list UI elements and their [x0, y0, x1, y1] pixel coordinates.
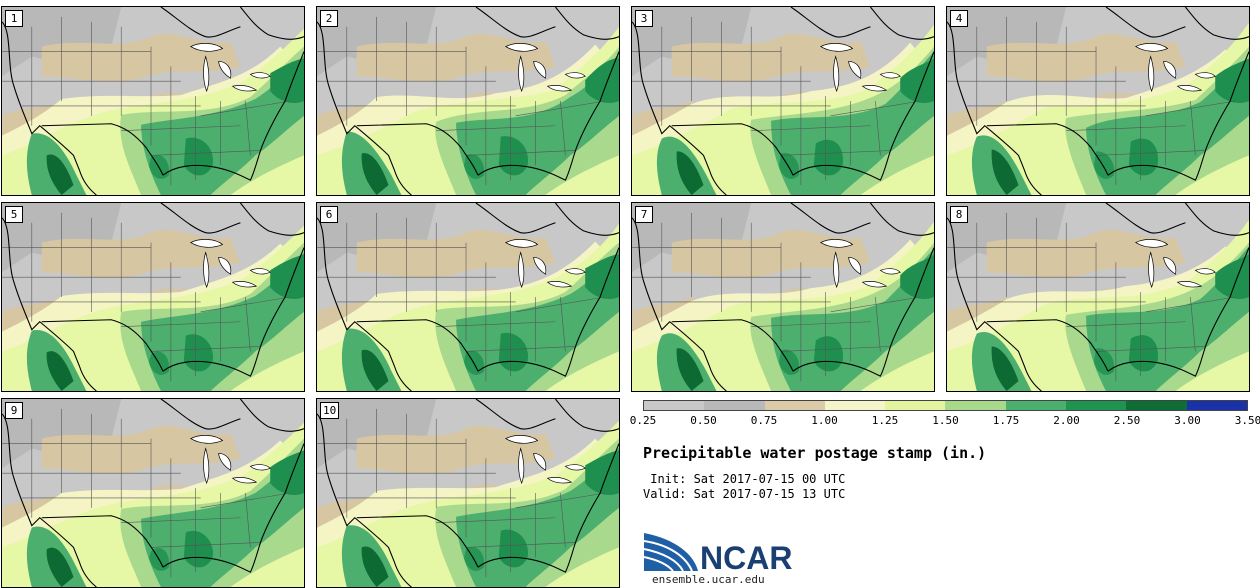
- ensemble-member-panel: 1: [1, 6, 305, 196]
- colorbar-tick-label: 3.50: [1234, 414, 1260, 427]
- member-number-label: 5: [5, 206, 23, 223]
- colorbar-labels: 0.25 0.50 0.75 1.00 1.25 1.50 1.75 2.00 2.50 3.00…: [629, 414, 1260, 428]
- colorbar-segment: [704, 401, 765, 410]
- ensemble-member-panel: 2: [316, 6, 620, 196]
- ncar-logo-text: NCAR: [700, 540, 793, 576]
- colorbar-segment: [945, 401, 1006, 410]
- valid-time: Valid: Sat 2017-07-15 13 UTC: [643, 487, 846, 501]
- ensemble-member-panel: 3: [631, 6, 935, 196]
- ensemble-member-panel: 8: [946, 202, 1250, 392]
- colorbar-segment: [885, 401, 946, 410]
- colorbar-segment: [1186, 401, 1247, 410]
- ensemble-member-panel: 9: [1, 398, 305, 588]
- member-number-label: 6: [320, 206, 338, 223]
- member-number-label: 3: [635, 10, 653, 27]
- colorbar-segment: [1066, 401, 1127, 410]
- colorbar-tick-label: 2.00: [1053, 414, 1080, 427]
- colorbar: [643, 400, 1248, 411]
- colorbar-segment: [1126, 401, 1187, 410]
- colorbar-tick-label: 0.50: [690, 414, 717, 427]
- member-number-label: 1: [5, 10, 23, 27]
- ensemble-member-panel: 6: [316, 202, 620, 392]
- website-url[interactable]: ensemble.ucar.edu: [652, 573, 765, 586]
- ensemble-member-panel: 5: [1, 202, 305, 392]
- member-number-label: 4: [950, 10, 968, 27]
- colorbar-tick-label: 1.00: [811, 414, 838, 427]
- colorbar-segment: [644, 401, 705, 410]
- colorbar-tick-label: 1.50: [932, 414, 959, 427]
- member-number-label: 7: [635, 206, 653, 223]
- colorbar-segment: [764, 401, 825, 410]
- ensemble-member-panel: 10: [316, 398, 620, 588]
- colorbar-tick-label: 0.25: [629, 414, 657, 427]
- colorbar-tick-label: 3.00: [1174, 414, 1201, 427]
- colorbar-segment: [824, 401, 886, 410]
- colorbar-segment: [1005, 401, 1067, 410]
- ensemble-member-panel: 4: [946, 6, 1250, 196]
- colorbar-tick-label: 1.25: [871, 414, 899, 427]
- ensemble-member-panel: 7: [631, 202, 935, 392]
- colorbar-tick-label: 0.75: [750, 414, 778, 427]
- member-number-label: 9: [5, 402, 23, 419]
- colorbar-tick-label: 2.50: [1113, 414, 1141, 427]
- chart-title: Precipitable water postage stamp (in.): [643, 444, 987, 462]
- member-number-label: 10: [320, 402, 340, 419]
- colorbar-tick-label: 1.75: [992, 414, 1020, 427]
- ncar-logo-icon: [643, 533, 698, 571]
- init-time: Init: Sat 2017-07-15 00 UTC: [643, 472, 846, 486]
- member-number-label: 2: [320, 10, 338, 27]
- member-number-label: 8: [950, 206, 968, 223]
